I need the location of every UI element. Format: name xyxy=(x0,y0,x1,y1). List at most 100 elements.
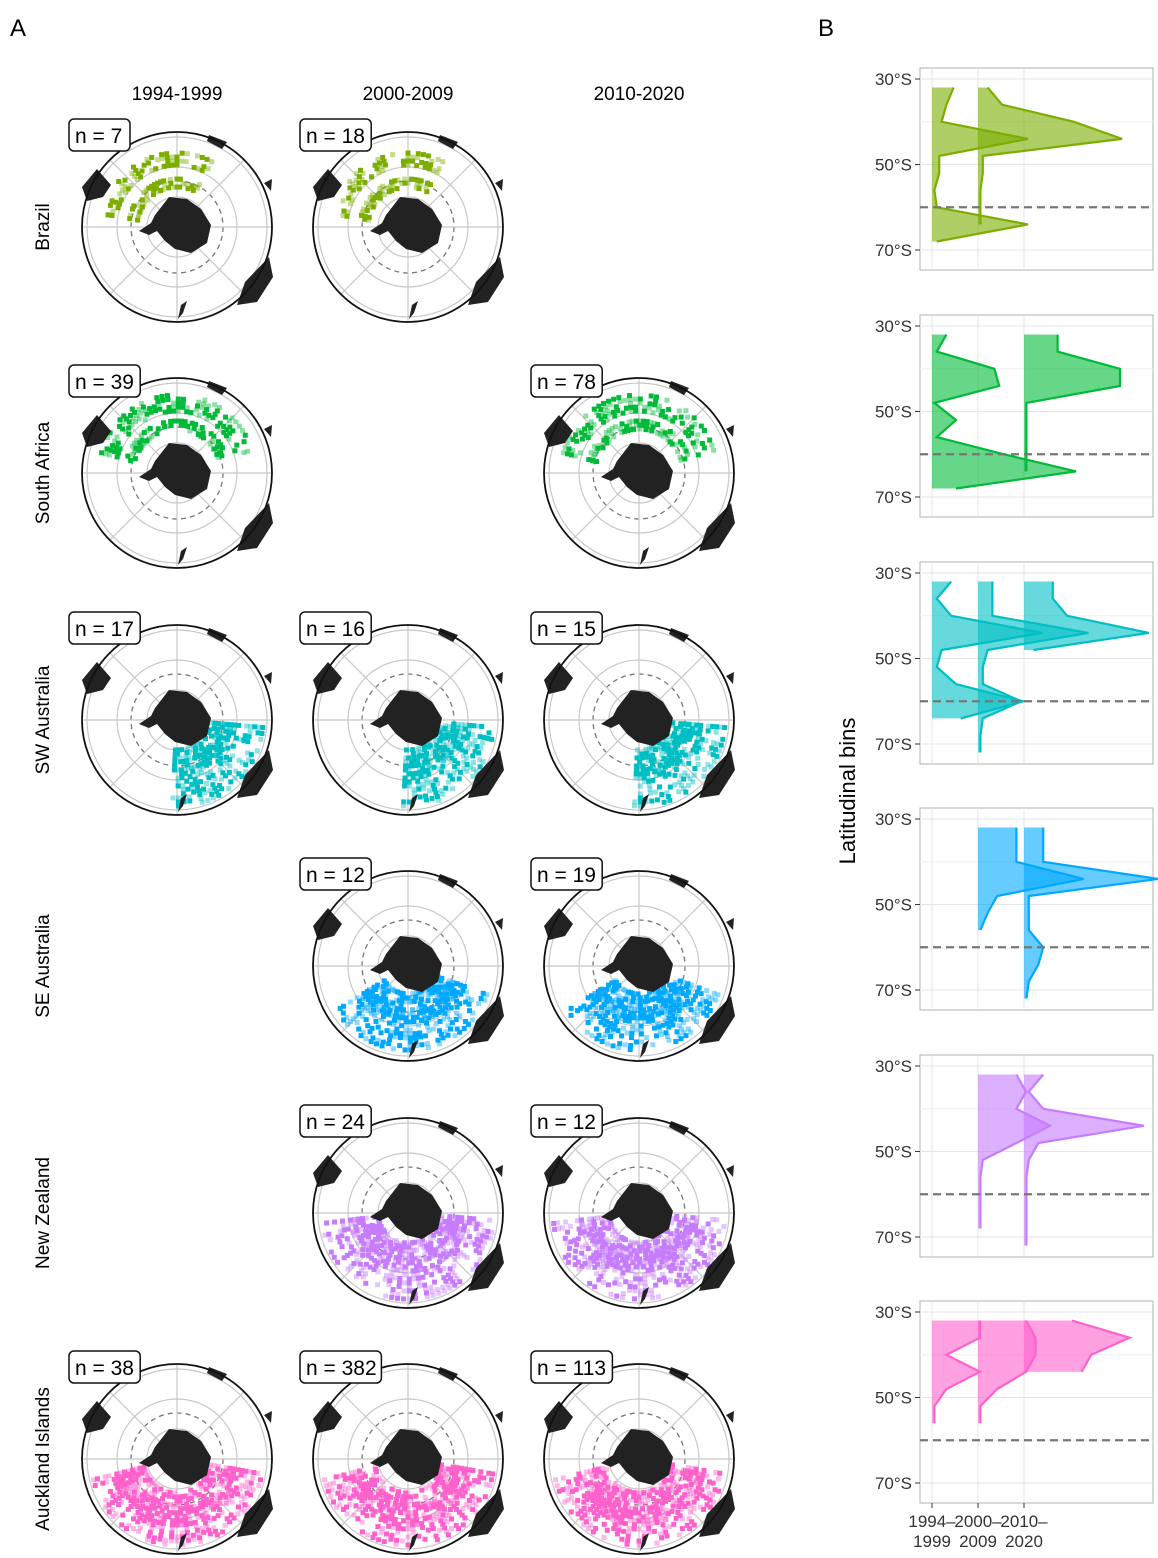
track-cell xyxy=(202,397,208,403)
track-cell xyxy=(477,1474,483,1480)
track-cell xyxy=(399,1256,405,1262)
track-cell xyxy=(653,772,659,778)
track-cell xyxy=(426,166,432,172)
track-cell xyxy=(667,428,673,434)
track-cell xyxy=(439,1215,445,1221)
track-cell xyxy=(119,181,125,187)
track-cell xyxy=(685,414,691,420)
track-cell xyxy=(446,1251,452,1257)
track-cell xyxy=(363,1250,369,1256)
track-cell xyxy=(434,1287,440,1293)
track-cell xyxy=(460,753,466,759)
track-cell xyxy=(206,729,212,735)
track-cell xyxy=(425,180,431,186)
track-cell xyxy=(166,1493,172,1499)
track-cell xyxy=(224,760,230,766)
track-cell xyxy=(257,1477,263,1483)
track-cell xyxy=(657,1531,663,1537)
track-cell xyxy=(214,1498,220,1504)
track-cell xyxy=(221,1483,227,1489)
track-cell xyxy=(679,1501,685,1507)
track-cell xyxy=(587,1010,593,1016)
track-cell xyxy=(433,1247,439,1253)
track-cell xyxy=(431,1266,437,1272)
track-cell xyxy=(432,998,438,1004)
track-cell xyxy=(124,1485,130,1491)
track-cell xyxy=(424,1498,430,1504)
track-cell xyxy=(192,741,198,747)
track-cell xyxy=(593,448,599,454)
track-cell xyxy=(162,1513,168,1519)
track-cell xyxy=(664,749,670,755)
track-cell xyxy=(424,759,430,765)
track-cell xyxy=(213,732,219,738)
track-cell xyxy=(106,1502,112,1508)
track-cell xyxy=(205,1514,211,1520)
track-cell xyxy=(488,1477,494,1483)
track-cell xyxy=(676,1222,682,1228)
track-cell xyxy=(437,1028,443,1034)
track-cell xyxy=(406,1280,412,1286)
track-cell xyxy=(651,1528,657,1534)
track-cell xyxy=(673,737,679,743)
y-tick-label: 70°S xyxy=(875,488,912,507)
track-cell xyxy=(631,426,637,432)
track-cell xyxy=(402,1498,408,1504)
track-cell xyxy=(421,1012,427,1018)
track-cell xyxy=(227,1465,233,1471)
track-cell xyxy=(164,1501,170,1507)
track-cell xyxy=(690,1478,696,1484)
track-cell xyxy=(663,737,669,743)
track-cell xyxy=(445,1222,451,1228)
track-cell xyxy=(197,182,203,188)
track-cell xyxy=(609,1224,615,1230)
track-cell xyxy=(672,1265,678,1271)
track-cell xyxy=(660,761,666,767)
track-cell xyxy=(450,996,456,1002)
track-cell xyxy=(406,799,412,805)
track-cell xyxy=(216,782,222,788)
polar-map: n = 113 xyxy=(530,1350,735,1555)
track-cell xyxy=(149,1504,155,1510)
track-cell xyxy=(706,1479,712,1485)
track-cell xyxy=(452,1282,458,1288)
track-cell xyxy=(134,1498,140,1504)
track-cell xyxy=(113,1497,119,1503)
track-cell xyxy=(432,1252,438,1258)
track-cell xyxy=(686,1253,692,1259)
track-cell xyxy=(700,1003,706,1009)
track-cell xyxy=(221,758,227,764)
track-cell xyxy=(668,999,674,1005)
track-cell xyxy=(169,1530,175,1536)
track-cell xyxy=(676,1023,682,1029)
track-cell xyxy=(453,732,459,738)
track-cell xyxy=(632,1288,638,1294)
track-cell xyxy=(452,1033,458,1039)
track-cell xyxy=(678,782,684,788)
track-cell xyxy=(456,1238,462,1244)
track-cell xyxy=(433,1533,439,1539)
track-cell xyxy=(436,797,442,803)
track-cell xyxy=(653,1033,659,1039)
track-cell xyxy=(601,1035,607,1041)
track-cell xyxy=(605,982,611,988)
track-cell xyxy=(690,1487,696,1493)
track-cell xyxy=(382,1276,388,1282)
track-cell xyxy=(442,1525,448,1531)
track-cell xyxy=(213,742,219,748)
track-cell xyxy=(197,752,203,758)
track-cell xyxy=(640,767,646,773)
track-cell xyxy=(651,1508,657,1514)
track-cell xyxy=(125,453,131,459)
track-cell xyxy=(412,176,418,182)
track-cell xyxy=(433,749,439,755)
track-cell xyxy=(615,1236,621,1242)
track-cell xyxy=(411,1019,417,1025)
track-cell xyxy=(364,1513,370,1519)
track-cell xyxy=(223,1468,229,1474)
track-cell xyxy=(689,1519,695,1525)
track-cell xyxy=(611,1490,617,1496)
density-area xyxy=(1024,827,1158,999)
density-line xyxy=(1025,827,1158,999)
track-cell xyxy=(229,753,235,759)
